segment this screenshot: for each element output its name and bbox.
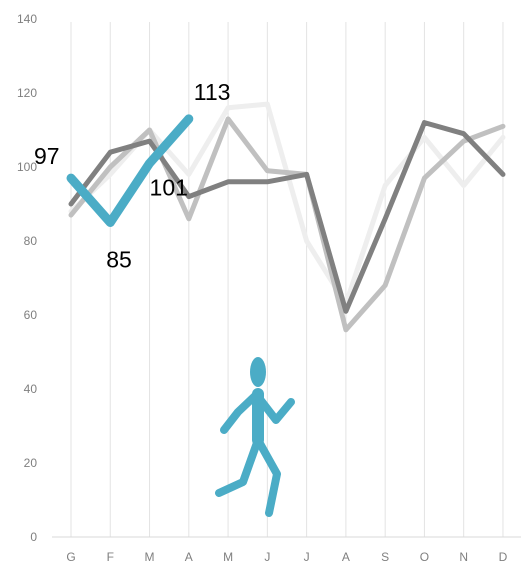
y-axis-ticks: 0 20 40 60 80 100 120 140 (17, 12, 37, 544)
x-tick-label: O (420, 550, 429, 563)
y-tick-label: 40 (24, 382, 38, 396)
y-tick-label: 20 (24, 456, 38, 470)
y-tick-label: 60 (24, 308, 38, 322)
series-line-1 (68, 101, 506, 307)
x-tick-label: M (223, 550, 233, 563)
y-tick-label: 0 (30, 530, 37, 544)
x-tick-label: F (107, 550, 114, 563)
data-label: 97 (34, 143, 60, 169)
y-tick-label: 80 (24, 234, 38, 248)
x-tick-label: D (499, 550, 508, 563)
x-tick-label: J (264, 550, 270, 563)
series-line-4 (66, 114, 194, 227)
y-tick-label: 100 (17, 160, 37, 174)
x-tick-label: S (381, 550, 389, 563)
y-tick-label: 140 (17, 12, 37, 26)
y-tick-label: 120 (17, 86, 37, 100)
data-label: 101 (150, 174, 188, 200)
x-tick-label: M (145, 550, 155, 563)
x-tick-label: G (66, 550, 75, 563)
x-tick-label: A (342, 550, 350, 563)
x-tick-label: J (304, 550, 310, 563)
data-labels: 97 85 101 113 (34, 79, 230, 273)
x-tick-label: N (459, 550, 468, 563)
walking-person-icon (215, 357, 295, 517)
data-label: 113 (194, 79, 231, 105)
series-line-3 (68, 120, 506, 314)
series-lines (66, 101, 506, 333)
data-label: 85 (106, 247, 132, 273)
gridlines (70, 22, 504, 537)
series-line-2 (68, 116, 506, 333)
x-tick-label: A (185, 550, 193, 563)
